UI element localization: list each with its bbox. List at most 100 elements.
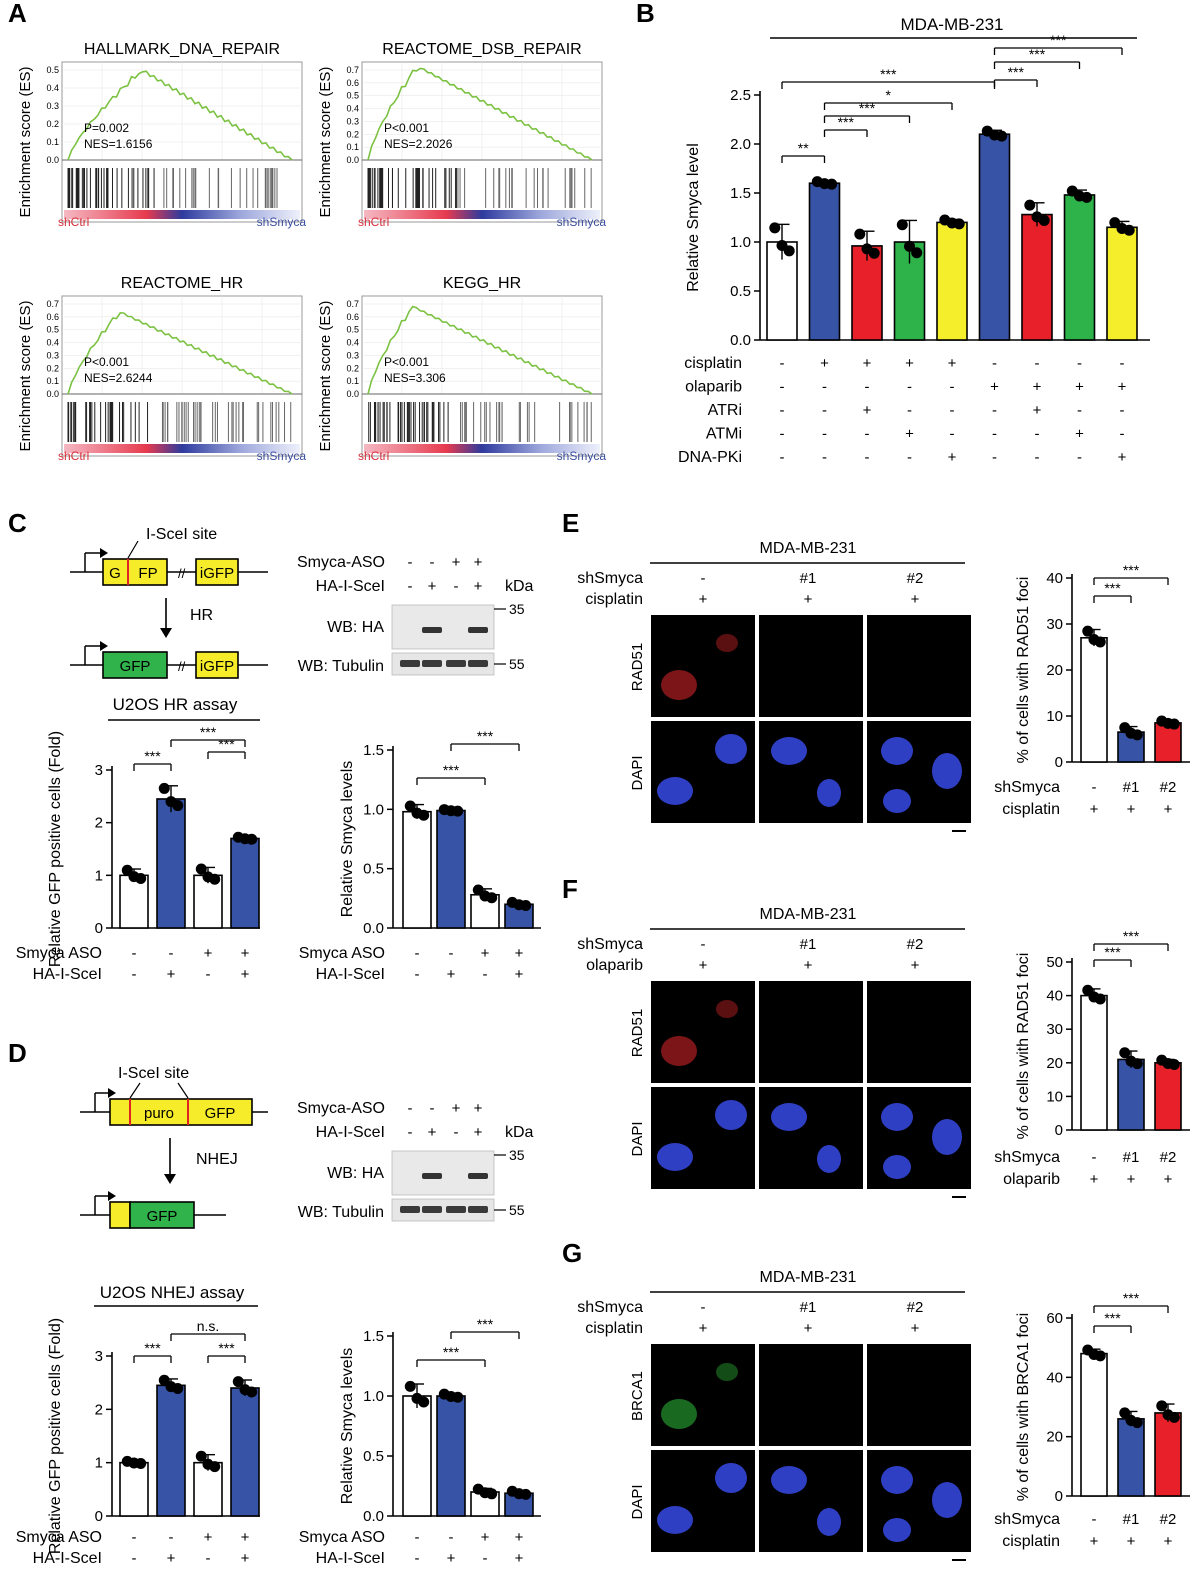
y-tick-label: 60 [1046, 1310, 1063, 1327]
y-tick-label: 10 [1046, 708, 1063, 725]
blot-band [446, 1206, 466, 1213]
data-point [246, 833, 258, 845]
condition-sign: #2 [1160, 1149, 1177, 1166]
condition-sign: #1 [1123, 779, 1140, 796]
gsea-right-label: shSmyca [257, 215, 307, 229]
panel-label-a: A [8, 0, 27, 28]
condition-sign: + [1127, 801, 1136, 818]
bar [119, 1461, 149, 1517]
gsea-p-value: P<0.001 [384, 355, 429, 369]
gsea-ytick: 0.3 [346, 350, 359, 360]
data-point [172, 800, 184, 812]
data-point [404, 800, 416, 812]
condition-row-label: Smyca ASO [16, 1529, 102, 1546]
condition-sign: + [1075, 426, 1084, 443]
dapi-nucleus [883, 789, 911, 813]
gsea-enrichment-curve [367, 67, 593, 161]
data-point [826, 178, 838, 190]
condition-sign: - [780, 355, 785, 372]
break-mark: // [178, 659, 186, 674]
promoter-arrow [108, 1191, 116, 1201]
dapi-nucleus [771, 1466, 807, 1494]
bar [1080, 994, 1108, 1131]
gene-label: GFP [147, 1208, 178, 1225]
panel-label-e: E [562, 508, 579, 538]
foci-image-tile [867, 981, 971, 1083]
gene-label: G [109, 565, 121, 582]
condition-row-label: shSmyca [994, 1149, 1060, 1166]
bar [1021, 213, 1053, 341]
condition-sign: - [907, 449, 912, 466]
blot-band [468, 1206, 488, 1213]
bar [1080, 636, 1108, 763]
y-tick-label: 0 [95, 920, 103, 937]
foci-image-tile [651, 1344, 755, 1446]
y-tick-label: 50 [1046, 954, 1063, 971]
marker-label: 35 [509, 1147, 525, 1163]
microscopy-1: MDA-MB-231 shSmyca cisplatin - #1 #2 + + + RAD51 D… [577, 540, 971, 832]
condition-sign: - [992, 449, 997, 466]
condition-sign: - [132, 1550, 137, 1567]
data-point [452, 1391, 464, 1403]
y-tick-label: 1.5 [363, 742, 384, 759]
data-point [520, 1488, 532, 1500]
condition-sign: - [415, 966, 420, 983]
sig-label: *** [1123, 928, 1140, 944]
y-tick-label: 0.0 [363, 1508, 384, 1525]
gsea-nes-value: NES=3.306 [384, 371, 446, 385]
panel-label-g: G [562, 1238, 582, 1268]
gsea-ytick: 0.5 [46, 325, 59, 335]
condition-sign: + [1164, 801, 1173, 818]
y-tick-label: 0 [1055, 754, 1063, 771]
arrowhead [164, 1174, 176, 1184]
y-tick-label: 2.5 [730, 87, 751, 104]
igfp-box [195, 651, 239, 679]
residual-box [109, 1201, 131, 1229]
data-point [896, 219, 908, 231]
y-tick-label: 0.5 [363, 1448, 384, 1465]
micro-col-sign: + [699, 591, 708, 608]
gsea-ytick: 0.6 [46, 312, 59, 322]
condition-row-label: shSmyca [994, 779, 1060, 796]
micro-row-label: shSmyca [577, 1299, 643, 1316]
gene-label: FP [138, 565, 157, 582]
condition-sign: + [1127, 1171, 1136, 1188]
gsea-left-label: shCtrl [58, 449, 89, 463]
y-tick-label: 40 [1046, 1369, 1063, 1386]
condition-sign: - [483, 966, 488, 983]
chart-title: U2OS NHEJ assay [100, 1283, 245, 1302]
micro-col-sign: + [911, 1320, 920, 1337]
micro-col-sign: + [699, 957, 708, 974]
sig-label: *** [477, 728, 494, 744]
y-tick-label: 0.5 [730, 283, 751, 300]
foci-nucleus [716, 634, 738, 652]
blot-sign: + [428, 1124, 437, 1141]
condition-sign: - [415, 945, 420, 962]
gsea-ytick: 0.7 [46, 299, 59, 309]
y-tick-label: 2 [95, 1401, 103, 1418]
microscopy-2: MDA-MB-231 shSmyca olaparib - #1 #2 + + + RAD51 DA… [577, 906, 971, 1198]
gsea-title: REACTOME_HR [121, 275, 243, 292]
sig-label: *** [1104, 944, 1121, 960]
condition-sign: + [1164, 1533, 1173, 1550]
data-point [158, 782, 170, 794]
bar [436, 809, 466, 929]
blot-sign: - [430, 1100, 435, 1117]
y-tick-label: 40 [1046, 988, 1063, 1005]
gene-label: GFP [120, 658, 151, 675]
data-point [209, 873, 221, 885]
gsea-rank-strip [364, 444, 600, 453]
blot-label: WB: HA [327, 1165, 384, 1182]
dapi-nucleus [881, 737, 913, 765]
micro-row-label: shSmyca [577, 936, 643, 953]
y-tick-label: 0 [95, 1508, 103, 1525]
dapi-nucleus [657, 777, 693, 805]
blot-condition-label: Smyca-ASO [297, 554, 385, 571]
dapi-nucleus [932, 1119, 962, 1155]
site-label: I-SceI site [146, 526, 217, 543]
data-point [486, 892, 498, 904]
gsea-enrichment-curve [67, 311, 293, 395]
condition-sign: + [241, 966, 250, 983]
data-point [1094, 993, 1106, 1005]
foci-image-tile [759, 1344, 863, 1446]
